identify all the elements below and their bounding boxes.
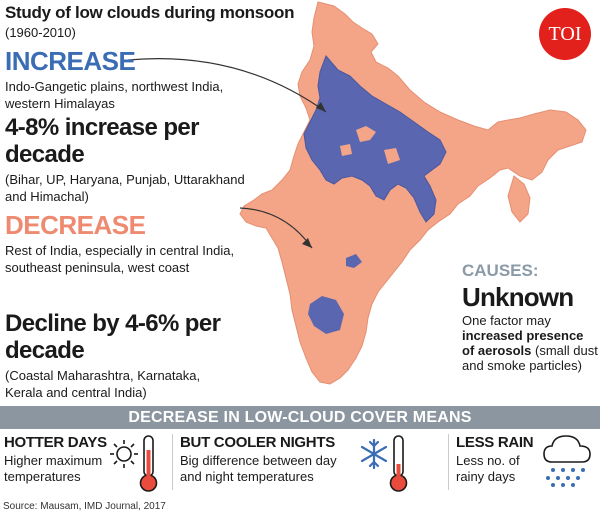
effect-heading-hotter-days: HOTTER DAYS	[4, 434, 107, 451]
effects-banner: DECREASE IN LOW-CLOUD COVER MEANS	[0, 406, 600, 429]
effect-desc-less-rain: Less no. of rainy days	[456, 453, 520, 484]
decrease-heading: DECREASE	[5, 210, 146, 240]
india-map-increase-area	[303, 55, 447, 223]
india-map-increase-blob	[308, 296, 344, 334]
causes-desc-bold: increased presence of aerosols	[462, 328, 584, 358]
increase-states: (Bihar, UP, Haryana, Punjab, Uttarakhand…	[5, 172, 245, 204]
causes-desc-post: (small dust and smoke particles)	[462, 343, 598, 373]
decrease-stat: Decline by 4-6% per decade	[5, 310, 221, 364]
rain-cloud-icon	[543, 435, 591, 487]
causes-heading: CAUSES:	[462, 261, 539, 280]
causes-value: Unknown	[462, 282, 574, 312]
page-subtitle-years: (1960-2010)	[5, 25, 76, 40]
increase-stat: 4-8% increase per decade	[5, 114, 200, 168]
effect-heading-less-rain: LESS RAIN	[456, 434, 534, 451]
sun-thermometer-icon	[110, 435, 158, 492]
india-map-increase-blob	[346, 254, 362, 268]
causes-description: One factor may increased presence of aer…	[462, 313, 598, 373]
page-title: Study of low clouds during monsoon	[5, 3, 295, 22]
decrease-states: (Coastal Maharashtra, Karnataka, Kerala …	[5, 368, 201, 400]
snowflake-thermometer-icon	[360, 435, 408, 492]
causes-desc-pre: One factor may	[462, 313, 551, 328]
source-note: Source: Mausam, IMD Journal, 2017	[3, 501, 166, 512]
decrease-regions: Rest of India, especially in central Ind…	[5, 243, 235, 275]
increase-heading: INCREASE	[5, 46, 136, 76]
increase-arrow	[127, 58, 327, 113]
effect-desc-cooler-nights: Big difference between day and night tem…	[180, 453, 337, 484]
increase-regions: Indo-Gangetic plains, northwest India, w…	[5, 79, 224, 111]
effect-heading-cooler-nights: BUT COOLER NIGHTS	[180, 434, 335, 451]
effect-desc-hotter-days: Higher maximum temperatures	[4, 453, 103, 484]
toi-logo: TOI	[539, 8, 591, 60]
india-map-northeast	[507, 175, 531, 223]
